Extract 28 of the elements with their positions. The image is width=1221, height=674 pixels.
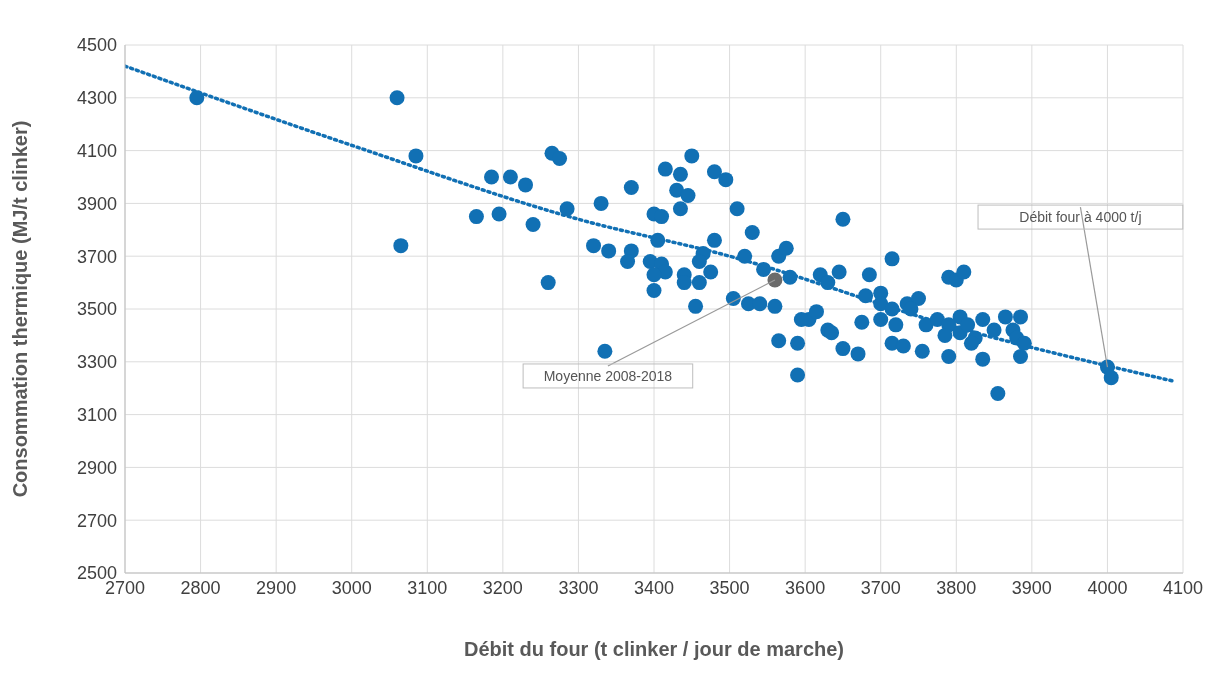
y-tick-label: 3500 (76, 299, 117, 320)
x-tick-label: 3600 (785, 577, 826, 598)
annotation: Débit four à 4000 t/j (1019, 209, 1142, 226)
x-tick-label: 3300 (558, 577, 599, 598)
x-tick-label: 3400 (633, 577, 675, 598)
x-tick-label: 4000 (1087, 577, 1128, 598)
x-tick-label: 3700 (860, 577, 901, 598)
y-tick-label: 3100 (76, 404, 117, 425)
y-tick-label: 4100 (76, 140, 117, 161)
x-tick-label: 3100 (407, 577, 448, 598)
annotation: Moyenne 2008-2018 (543, 367, 673, 384)
y-tick-label: 4300 (76, 88, 117, 109)
x-tick-label: 2800 (180, 577, 221, 598)
y-tick-label: 2700 (76, 510, 117, 531)
y-tick-label: 2900 (76, 457, 117, 478)
x-tick-label: 3900 (1011, 577, 1052, 598)
y-tick-label: 3300 (76, 352, 117, 373)
x-tick-label: 4100 (1162, 577, 1204, 598)
y-tick-label: 3900 (76, 193, 117, 214)
x-tick-label: 2900 (256, 577, 297, 598)
x-tick-label: 3800 (936, 577, 977, 598)
y-tick-label: 4500 (76, 35, 117, 56)
x-tick-label: 3200 (482, 577, 523, 598)
x-axis-title: Débit du four (t clinker / jour de marche) (463, 638, 845, 660)
y-tick-label: 3700 (76, 246, 117, 267)
y-axis-title: Consommation thermique (MJ/t clinker) (9, 120, 32, 498)
x-tick-label: 3000 (331, 577, 372, 598)
x-tick-label: 3500 (709, 577, 750, 598)
